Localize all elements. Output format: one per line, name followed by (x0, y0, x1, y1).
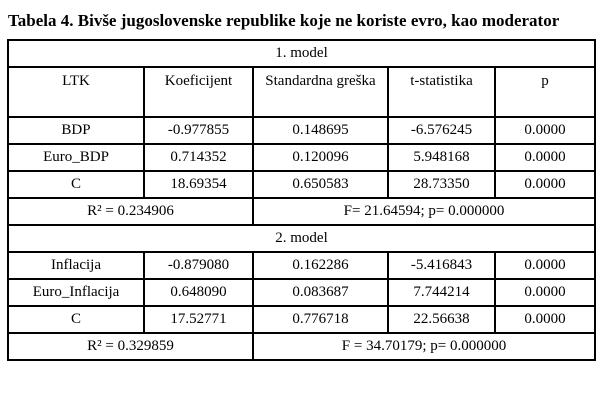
model1-section-label: 1. model (7, 39, 596, 68)
model2-stats-row: R² = 0.329859 F = 34.70179; p= 0.000000 (7, 332, 596, 361)
t-stat-cell: 7.744214 (387, 278, 496, 307)
t-stat-cell: -5.416843 (387, 251, 496, 280)
r-squared-cell: R² = 0.234906 (7, 197, 254, 226)
model1-stats-row: R² = 0.234906 F= 21.64594; p= 0.000000 (7, 197, 596, 226)
p-value-cell: 0.0000 (494, 170, 596, 199)
header-standardna-greska: Standardna greška (252, 66, 389, 118)
coefficient-cell: 18.69354 (143, 170, 254, 199)
column-header-row: LTK Koeficijent Standardna greška t-stat… (7, 66, 596, 118)
std-error-cell: 0.120096 (252, 143, 389, 172)
header-koeficijent: Koeficijent (143, 66, 254, 118)
r-squared-cell: R² = 0.329859 (7, 332, 254, 361)
p-value-cell: 0.0000 (494, 251, 596, 280)
table-row-bdp: BDP -0.977855 0.148695 -6.576245 0.0000 (7, 116, 596, 145)
std-error-cell: 0.776718 (252, 305, 389, 334)
f-stat-cell: F = 34.70179; p= 0.000000 (252, 332, 596, 361)
model2-section-row: 2. model (7, 224, 596, 253)
std-error-cell: 0.083687 (252, 278, 389, 307)
row-label: C (7, 305, 145, 334)
t-stat-cell: -6.576245 (387, 116, 496, 145)
header-ltk: LTK (7, 66, 145, 118)
p-value-cell: 0.0000 (494, 305, 596, 334)
table-row-euro-inflacija: Euro_Inflacija 0.648090 0.083687 7.74421… (7, 278, 596, 307)
model2-section-label: 2. model (7, 224, 596, 253)
coefficient-cell: 0.648090 (143, 278, 254, 307)
header-p: p (494, 66, 596, 118)
table-row-inflacija: Inflacija -0.879080 0.162286 -5.416843 0… (7, 251, 596, 280)
p-value-cell: 0.0000 (494, 143, 596, 172)
regression-table: 1. model LTK Koeficijent Standardna greš… (7, 39, 596, 361)
table-row-c-model1: C 18.69354 0.650583 28.73350 0.0000 (7, 170, 596, 199)
row-label: BDP (7, 116, 145, 145)
t-stat-cell: 22.56638 (387, 305, 496, 334)
row-label: Euro_BDP (7, 143, 145, 172)
std-error-cell: 0.148695 (252, 116, 389, 145)
p-value-cell: 0.0000 (494, 278, 596, 307)
row-label: C (7, 170, 145, 199)
row-label: Euro_Inflacija (7, 278, 145, 307)
t-stat-cell: 5.948168 (387, 143, 496, 172)
header-t-statistika: t-statistika (387, 66, 496, 118)
table-row-euro-bdp: Euro_BDP 0.714352 0.120096 5.948168 0.00… (7, 143, 596, 172)
f-stat-cell: F= 21.64594; p= 0.000000 (252, 197, 596, 226)
coefficient-cell: 0.714352 (143, 143, 254, 172)
p-value-cell: 0.0000 (494, 116, 596, 145)
model1-section-row: 1. model (7, 39, 596, 68)
row-label: Inflacija (7, 251, 145, 280)
table-caption: Tabela 4. Bivše jugoslovenske republike … (8, 11, 560, 30)
coefficient-cell: -0.977855 (143, 116, 254, 145)
t-stat-cell: 28.73350 (387, 170, 496, 199)
table-row-c-model2: C 17.52771 0.776718 22.56638 0.0000 (7, 305, 596, 334)
std-error-cell: 0.650583 (252, 170, 389, 199)
coefficient-cell: -0.879080 (143, 251, 254, 280)
std-error-cell: 0.162286 (252, 251, 389, 280)
coefficient-cell: 17.52771 (143, 305, 254, 334)
